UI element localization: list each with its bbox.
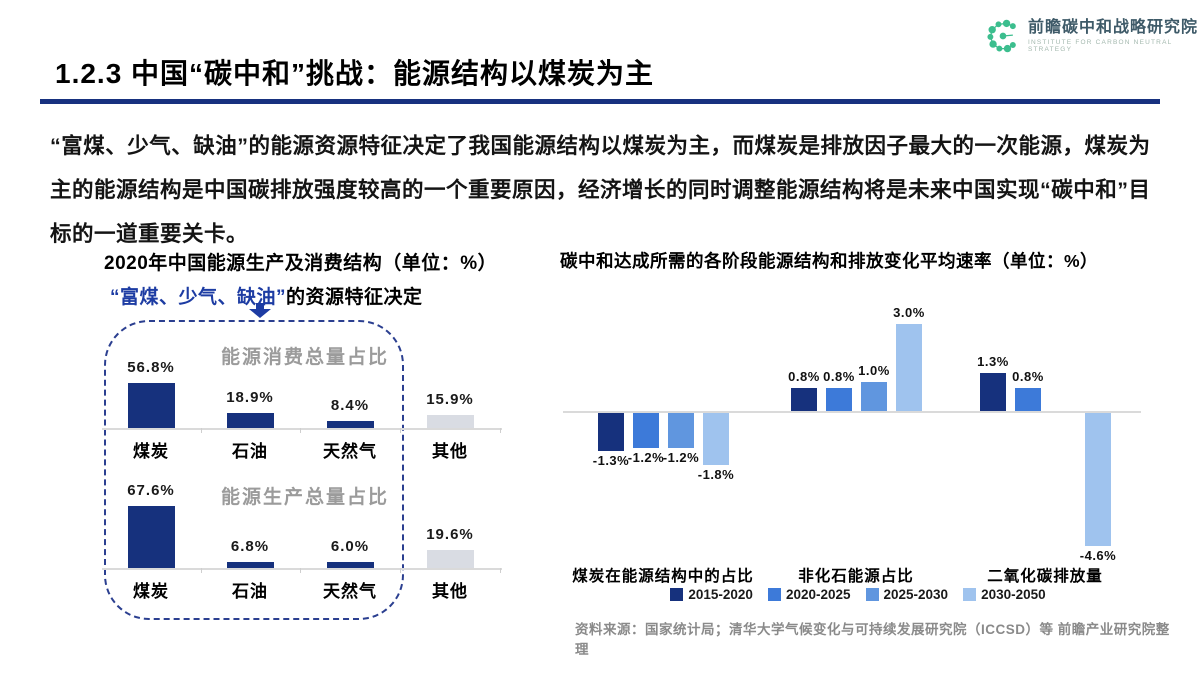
bar	[668, 413, 694, 448]
bar	[598, 413, 624, 451]
right-chart: 碳中和达成所需的各阶段能源结构和排放变化平均速率（单位：%） -1.3% 0.8%…	[558, 246, 1170, 657]
bar-value-label: -4.6%	[1079, 548, 1117, 563]
axis-tick	[300, 428, 301, 433]
left-chart-plot: 56.8% 煤炭 18.9% 石油 8.4% 天然气 15.9% 其他 能源消费总量占比 67.6…	[100, 246, 515, 656]
bar-value-label: 0.8%	[788, 369, 820, 384]
category-label: 天然气	[323, 582, 377, 601]
bar	[633, 413, 659, 448]
bar	[826, 388, 852, 411]
subtitle-highlight: “富煤、少气、缺油”	[110, 287, 287, 308]
left-chart-title: 2020年中国能源生产及消费结构（单位：%）	[104, 253, 498, 274]
logo: 前瞻碳中和战略研究院 INSTITUTE FOR CARBON NEUTRAL …	[985, 16, 1200, 56]
bar	[127, 383, 175, 428]
bar-value-label: 0.8%	[1012, 369, 1044, 384]
bar-value-label: 8.4%	[330, 397, 370, 414]
bar-value-label: 18.9%	[226, 389, 274, 406]
axis-line	[102, 428, 502, 430]
left-chart: 2020年中国能源生产及消费结构（单位：%） “富煤、少气、缺油”的资源特征决定…	[100, 246, 515, 656]
right-chart-plot: -1.3% 0.8% 1.3% -1.2% 0.8% 0.8% -1.2% 1.0% -1.8%…	[558, 246, 1170, 656]
logo-name-en: INSTITUTE FOR CARBON NEUTRAL STRATEGY	[1027, 38, 1173, 53]
category-label: 二氧化碳排放量	[987, 568, 1103, 585]
bar	[326, 421, 374, 428]
legend-swatch	[767, 588, 781, 601]
bar-value-label: -1.8%	[697, 467, 735, 482]
source-note: 资料来源：国家统计局；清华大学气候变化与可持续发展研究院（ICCSD）等 前瞻产…	[575, 622, 1170, 657]
bar-value-label: 56.8%	[127, 359, 175, 376]
category-label: 石油	[232, 582, 268, 601]
bar	[426, 415, 474, 428]
dashed-highlight-box	[104, 320, 404, 620]
bar-value-label: 67.6%	[127, 482, 175, 499]
intro-paragraph: “富煤、少气、缺油”的能源资源特征决定了我国能源结构以煤炭为主，而煤炭是排放因子…	[50, 134, 1151, 246]
legend-item: 2015-2020	[670, 587, 753, 602]
bar	[426, 550, 474, 568]
legend-item: 2020-2025	[767, 587, 851, 602]
zero-axis-line	[563, 411, 1141, 413]
bar-value-label: 6.0%	[330, 538, 370, 555]
axis-tick	[400, 428, 401, 433]
axis-tick	[500, 428, 501, 433]
legend-swatch	[670, 588, 684, 601]
bar-value-label: -1.2%	[662, 450, 700, 465]
molecule-c-icon	[987, 19, 1016, 53]
bar	[1085, 413, 1111, 546]
axis-tick	[201, 568, 202, 573]
bar	[980, 373, 1006, 411]
subtitle-rest: 的资源特征决定	[286, 287, 423, 308]
legend-swatch	[963, 588, 977, 601]
right-chart-title: 碳中和达成所需的各阶段能源结构和排放变化平均速率（单位：%）	[560, 251, 1099, 271]
bar	[861, 382, 887, 411]
category-label: 石油	[232, 442, 268, 461]
bar	[127, 506, 175, 568]
legend-swatch	[865, 588, 879, 601]
category-label: 煤炭	[133, 442, 169, 461]
axis-tick	[400, 568, 401, 573]
chart-legend: 2015-2020 2020-2025 2025-2030 2030-2050	[558, 587, 1158, 602]
bar-value-label: 6.8%	[230, 538, 270, 555]
bar	[326, 562, 374, 568]
category-label: 天然气	[323, 442, 377, 461]
axis-tick	[500, 568, 501, 573]
bar	[896, 324, 922, 411]
bar-value-label: -1.2%	[627, 450, 665, 465]
category-label: 煤炭	[133, 582, 169, 601]
bar-value-label: 19.6%	[426, 526, 474, 543]
category-label: 其他	[432, 582, 468, 601]
axis-tick	[201, 428, 202, 433]
bar	[1015, 388, 1041, 411]
section-label: 能源消费总量占比	[220, 347, 389, 368]
bar	[226, 562, 274, 568]
bar-value-label: 1.0%	[858, 363, 890, 378]
left-chart-subtitle: “富煤、少气、缺油”的资源特征决定	[110, 282, 423, 309]
bar	[791, 388, 817, 411]
category-label: 煤炭在能源结构中的占比	[572, 568, 754, 585]
down-arrow-icon	[249, 303, 271, 318]
legend-item: 2025-2030	[865, 587, 949, 602]
bar	[703, 413, 729, 465]
legend-item: 2030-2050	[963, 587, 1046, 602]
category-label: 非化石能源占比	[798, 568, 914, 585]
category-label: 其他	[432, 442, 468, 461]
title-divider	[40, 99, 1160, 104]
legend-label: 2020-2025	[785, 587, 851, 602]
legend-label: 2030-2050	[981, 587, 1046, 602]
bar	[226, 413, 274, 428]
bar-value-label: 1.3%	[977, 354, 1009, 369]
logo-name-cn: 前瞻碳中和战略研究院	[1027, 19, 1198, 37]
legend-label: 2015-2020	[688, 587, 753, 602]
bar-value-label: -1.3%	[592, 453, 630, 468]
bar-value-label: 3.0%	[893, 305, 925, 320]
bar-value-label: 0.8%	[823, 369, 855, 384]
bar-value-label: 15.9%	[426, 391, 474, 408]
section-label: 能源生产总量占比	[220, 487, 389, 508]
axis-tick	[300, 568, 301, 573]
legend-label: 2025-2030	[883, 587, 949, 602]
axis-line	[102, 568, 502, 570]
page-title: 1.2.3 中国“碳中和”挑战：能源结构以煤炭为主	[55, 58, 655, 89]
